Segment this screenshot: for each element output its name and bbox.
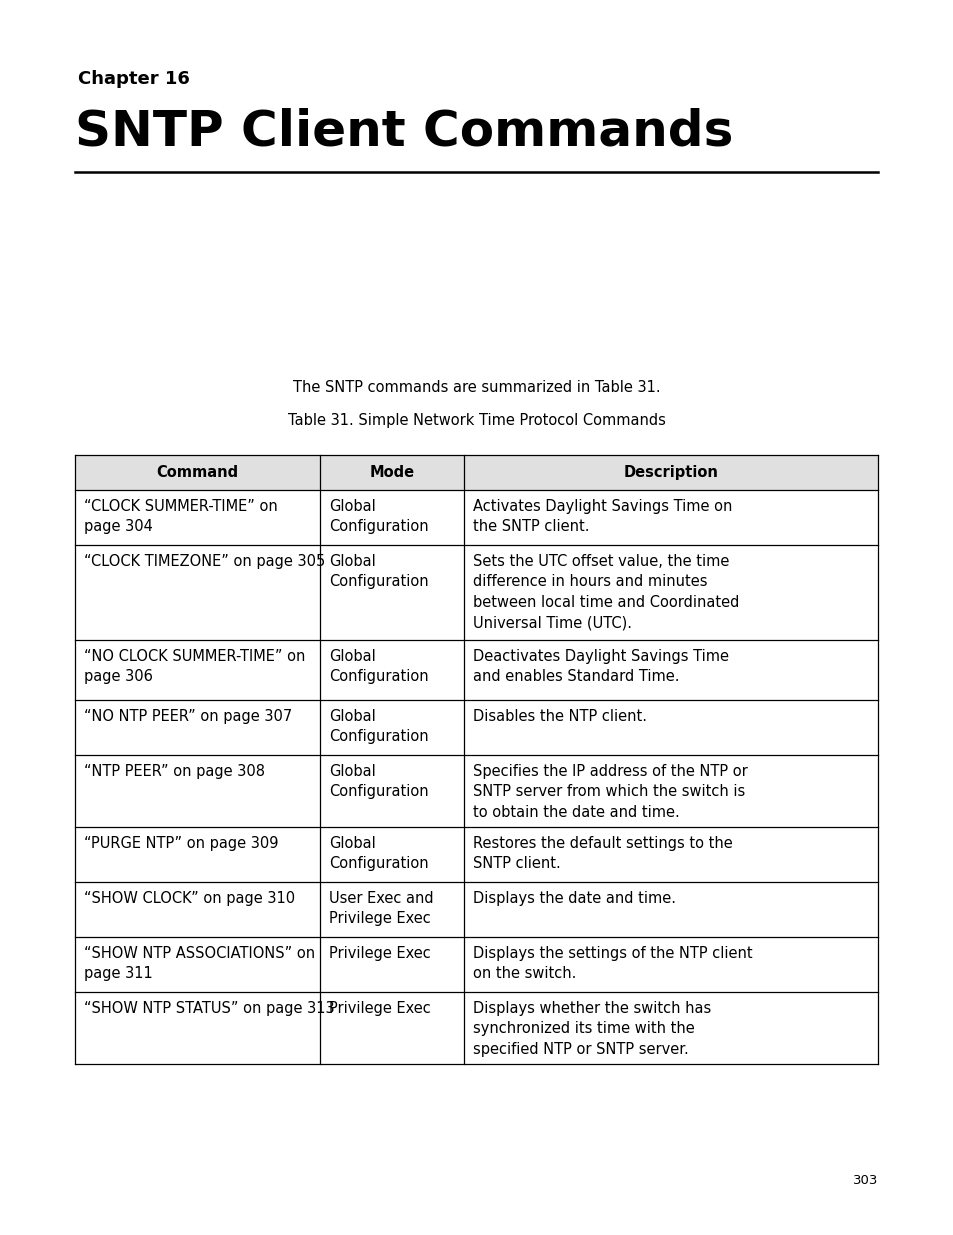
Text: “CLOCK SUMMER-TIME” on
page 304: “CLOCK SUMMER-TIME” on page 304 (84, 499, 277, 535)
Bar (75, 755, 877, 827)
Text: “NTP PEER” on page 308: “NTP PEER” on page 308 (84, 764, 265, 779)
Text: Privilege Exec: Privilege Exec (329, 946, 430, 961)
Text: Restores the default settings to the
SNTP client.: Restores the default settings to the SNT… (473, 836, 733, 872)
Text: Displays whether the switch has
synchronized its time with the
specified NTP or : Displays whether the switch has synchron… (473, 1002, 711, 1057)
Bar (75, 827, 877, 882)
Text: Global
Configuration: Global Configuration (329, 709, 428, 745)
Bar (75, 545, 877, 640)
Text: Table 31. Simple Network Time Protocol Commands: Table 31. Simple Network Time Protocol C… (288, 412, 665, 429)
Bar (75, 700, 877, 755)
Text: Description: Description (623, 466, 718, 480)
Text: Disables the NTP client.: Disables the NTP client. (473, 709, 647, 724)
Text: Command: Command (156, 466, 238, 480)
Text: Displays the date and time.: Displays the date and time. (473, 890, 676, 906)
Bar (75, 937, 877, 992)
Text: Specifies the IP address of the NTP or
SNTP server from which the switch is
to o: Specifies the IP address of the NTP or S… (473, 764, 747, 820)
Bar (75, 454, 877, 490)
Text: “SHOW CLOCK” on page 310: “SHOW CLOCK” on page 310 (84, 890, 294, 906)
Bar (75, 490, 877, 545)
Text: Global
Configuration: Global Configuration (329, 650, 428, 684)
Text: “NO NTP PEER” on page 307: “NO NTP PEER” on page 307 (84, 709, 292, 724)
Bar (75, 992, 877, 1065)
Text: Sets the UTC offset value, the time
difference in hours and minutes
between loca: Sets the UTC offset value, the time diff… (473, 555, 740, 630)
Bar (75, 640, 877, 700)
Text: Privilege Exec: Privilege Exec (329, 1002, 430, 1016)
Text: The SNTP commands are summarized in Table 31.: The SNTP commands are summarized in Tabl… (293, 380, 660, 395)
Text: Displays the settings of the NTP client
on the switch.: Displays the settings of the NTP client … (473, 946, 752, 982)
Text: Deactivates Daylight Savings Time
and enables Standard Time.: Deactivates Daylight Savings Time and en… (473, 650, 729, 684)
Text: Global
Configuration: Global Configuration (329, 764, 428, 799)
Text: Global
Configuration: Global Configuration (329, 836, 428, 872)
Text: Activates Daylight Savings Time on
the SNTP client.: Activates Daylight Savings Time on the S… (473, 499, 732, 535)
Text: “PURGE NTP” on page 309: “PURGE NTP” on page 309 (84, 836, 278, 851)
Bar (75, 882, 877, 937)
Text: Global
Configuration: Global Configuration (329, 499, 428, 535)
Text: “CLOCK TIMEZONE” on page 305: “CLOCK TIMEZONE” on page 305 (84, 555, 325, 569)
Text: Chapter 16: Chapter 16 (78, 70, 190, 88)
Text: “SHOW NTP ASSOCIATIONS” on
page 311: “SHOW NTP ASSOCIATIONS” on page 311 (84, 946, 314, 982)
Text: Mode: Mode (369, 466, 415, 480)
Text: SNTP Client Commands: SNTP Client Commands (75, 107, 733, 156)
Text: 303: 303 (852, 1174, 877, 1187)
Text: “SHOW NTP STATUS” on page 313: “SHOW NTP STATUS” on page 313 (84, 1002, 335, 1016)
Text: User Exec and
Privilege Exec: User Exec and Privilege Exec (329, 890, 433, 926)
Text: “NO CLOCK SUMMER-TIME” on
page 306: “NO CLOCK SUMMER-TIME” on page 306 (84, 650, 305, 684)
Text: Global
Configuration: Global Configuration (329, 555, 428, 589)
